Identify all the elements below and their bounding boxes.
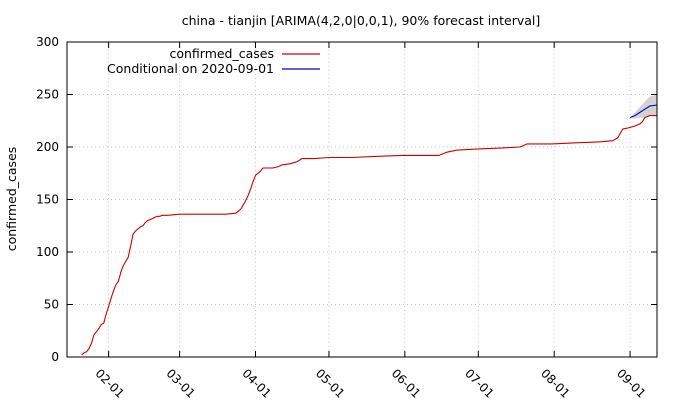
- y-tick-label-100: 100: [36, 245, 59, 259]
- x-tick-label-04-01: 04-01: [239, 366, 274, 400]
- axis-ticks: 0 50 100 150 200 250 300 02-01 03-01 04-01 05-01 06…: [36, 35, 657, 400]
- chart-title: china - tianjin [ARIMA(4,2,0|0,0,1), 90%…: [182, 13, 541, 28]
- x-tick-label-06-01: 06-01: [389, 366, 424, 400]
- forecast-interval: [630, 94, 657, 119]
- y-axis-title: confirmed_cases: [4, 147, 19, 252]
- y-tick-label-250: 250: [36, 88, 59, 102]
- y-tick-label-300: 300: [36, 35, 59, 49]
- series-lines: [81, 104, 658, 356]
- x-tick-label-07-01: 07-01: [462, 366, 497, 400]
- y-tick-label-0: 0: [51, 350, 59, 364]
- y-tick-label-150: 150: [36, 193, 59, 207]
- x-tick-label-03-01: 03-01: [163, 366, 198, 400]
- x-tick-label-02-01: 02-01: [92, 366, 127, 400]
- legend-label-conditional: Conditional on 2020-09-01: [107, 61, 274, 76]
- legend: confirmed_cases Conditional on 2020-09-0…: [107, 46, 320, 76]
- series-line-1: [629, 104, 658, 119]
- legend-label-confirmed-cases: confirmed_cases: [169, 46, 274, 61]
- series-line-0: [81, 114, 657, 356]
- x-tick-label-05-01: 05-01: [313, 366, 348, 400]
- x-tick-label-08-01: 08-01: [538, 366, 573, 400]
- y-tick-label-50: 50: [44, 298, 59, 312]
- gridlines: [67, 42, 657, 357]
- y-tick-label-200: 200: [36, 140, 59, 154]
- x-tick-label-09-01: 09-01: [614, 366, 649, 400]
- forecast-interval-band: [630, 94, 657, 119]
